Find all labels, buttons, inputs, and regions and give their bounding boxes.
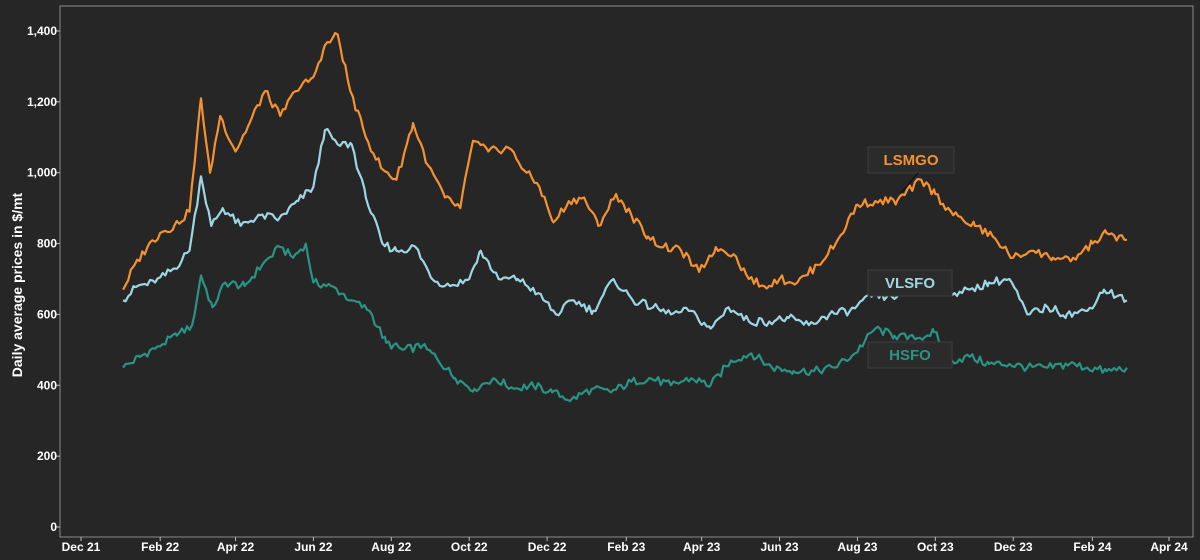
x-tick-label: Apr 23 [683,540,721,554]
series-layer [122,32,1128,403]
x-tick-label: Apr 22 [217,540,255,554]
series-label-lsmgo: LSMGO [884,152,939,169]
x-tick-label: Feb 22 [141,540,179,554]
x-tick-label: Oct 22 [451,540,488,554]
series-line-hsfo [122,242,1128,403]
x-tick-label: Aug 23 [837,540,877,554]
series-label-box-vlsfo [867,269,953,297]
y-axis: 0 200 400 600 800 1,000 1,200 1,400 [27,24,60,534]
y-tick-label: 600 [37,307,57,321]
x-tick-label: Jun 22 [294,540,332,554]
y-tick-label: 0 [50,520,57,534]
y-tick-label: 400 [37,378,57,392]
series-label-box-hsfo [867,341,953,369]
label-leader-line [900,172,919,194]
series-label-box-lsmgo [867,146,955,174]
y-tick-label: 1,200 [27,95,57,109]
y-tick-label: 1,400 [27,24,57,38]
x-tick-label: Oct 23 [917,540,954,554]
x-tick-label: Feb 24 [1073,540,1111,554]
x-tick-label: Aug 22 [371,540,411,554]
series-label-vlsfo: VLSFO [885,275,935,292]
y-tick-label: 1,000 [27,166,57,180]
series-labels: LSMGO VLSFO HSFO [867,146,955,369]
y-tick-label: 200 [37,449,57,463]
series-label-hsfo: HSFO [889,347,931,364]
y-tick-label: 800 [37,237,57,251]
x-tick-label: Dec 21 [62,540,101,554]
y-axis-title: Daily average prices in $/mt [9,192,25,377]
series-line-lsmgo [122,32,1128,291]
series-line-vlsfo [122,127,1128,330]
x-tick-label: Feb 23 [607,540,645,554]
x-tick-label: Dec 23 [994,540,1033,554]
x-tick-label: Apr 24 [1150,540,1188,554]
x-tick-label: Jun 23 [761,540,799,554]
x-tick-label: Dec 22 [528,540,567,554]
x-axis: Dec 21 Feb 22 Apr 22 Jun 22 Aug 22 Oct 22 Dec … [62,537,1188,554]
